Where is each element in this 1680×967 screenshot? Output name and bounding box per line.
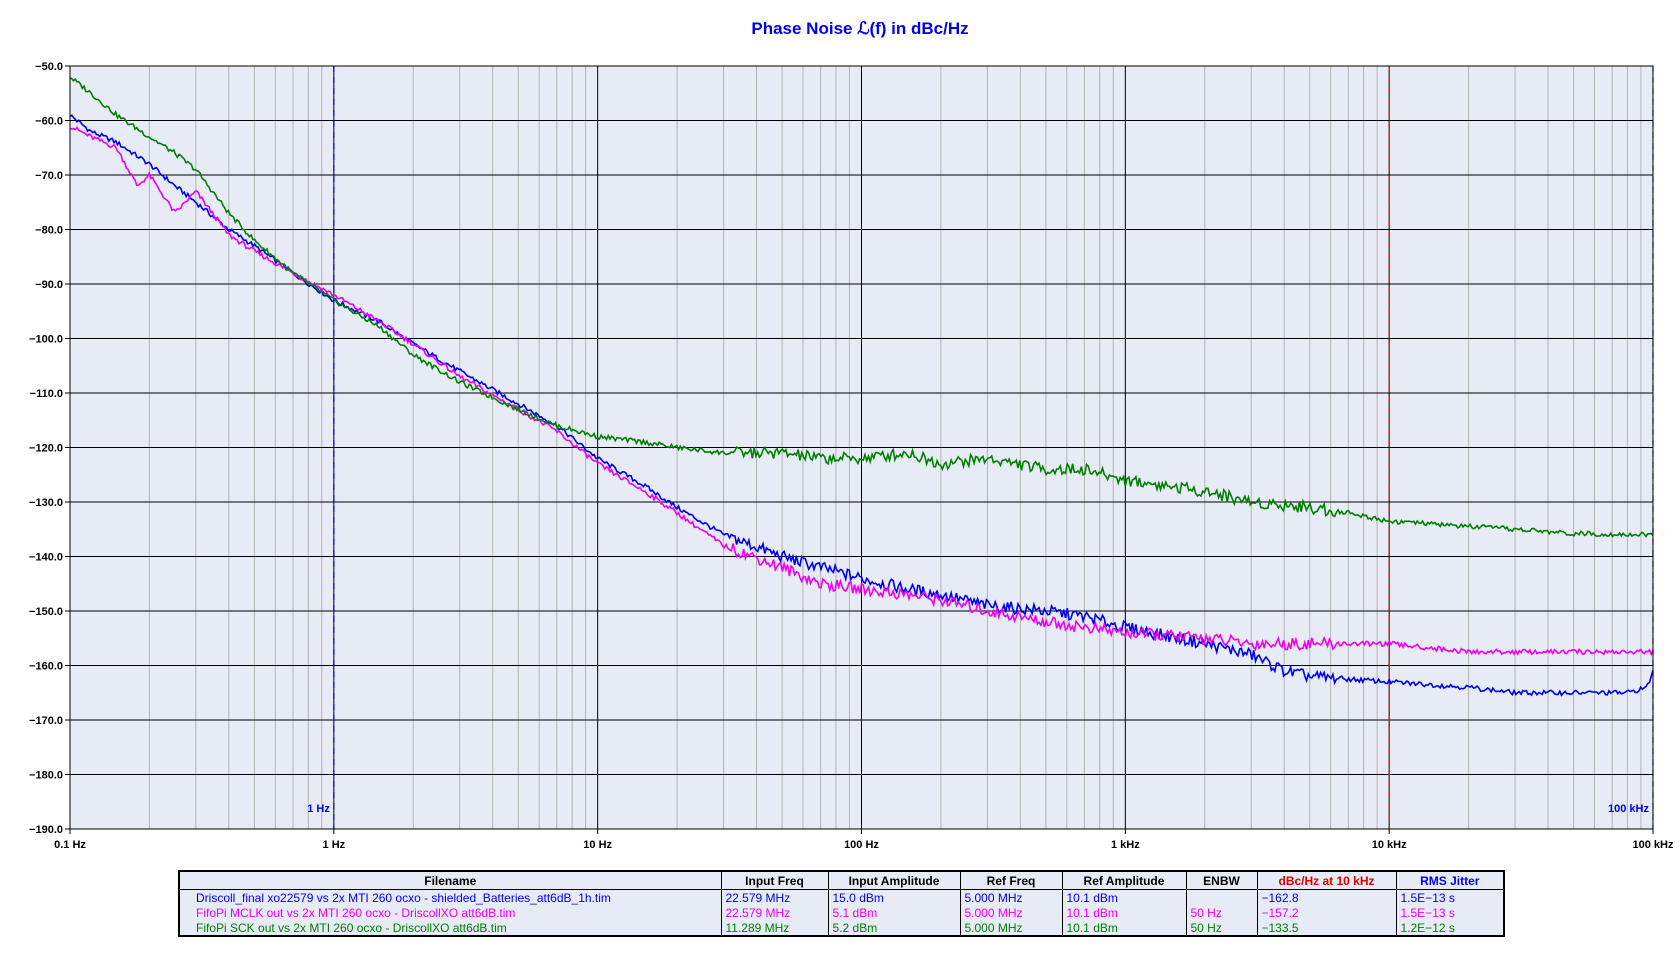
legend-cell: −157.2 — [1256, 905, 1397, 920]
y-tick-label: −50.0 — [35, 61, 63, 73]
y-tick-label: −130.0 — [29, 497, 63, 509]
legend-cell: 50 Hz — [1185, 920, 1258, 936]
marker-lines: 1 Hz 100 kHz — [307, 66, 1654, 829]
legend-cell: FifoPi MCLK out vs 2x MTI 260 ocxo - Dri… — [178, 905, 722, 920]
legend-table: Filename Input Freq Input Amplitude Ref … — [178, 870, 1505, 937]
legend-cell: Driscoll_final xo22579 vs 2x MTI 260 ocx… — [178, 889, 722, 905]
y-tick-label: −90.0 — [35, 279, 63, 291]
y-tick-label: −80.0 — [35, 225, 63, 237]
marker-label: 100 kHz — [1608, 803, 1649, 815]
legend-header-ref-amplitude: Ref Amplitude — [1061, 870, 1187, 890]
legend-cell: 5.1 dBm — [827, 905, 961, 920]
y-tick-label: −150.0 — [29, 606, 63, 618]
legend-header-input-freq: Input Freq — [720, 870, 829, 890]
y-tick-label: −110.0 — [30, 388, 63, 400]
legend-cell: 15.0 dBm — [827, 889, 961, 905]
legend-header-enbw: ENBW — [1185, 870, 1258, 890]
legend-cell — [1185, 889, 1258, 905]
legend-cell: 5.000 MHz — [959, 905, 1063, 920]
legend-cell: 10.1 dBm — [1061, 920, 1187, 936]
legend-cell: −133.5 — [1256, 920, 1397, 936]
y-tick-label: −160.0 — [29, 661, 63, 673]
legend-cell: −162.8 — [1256, 889, 1397, 905]
legend-cell: FifoPi SCK out vs 2x MTI 260 ocxo - Dris… — [178, 920, 722, 936]
y-axis-ticks: −50.0 −60.0 −70.0 −80.0 −90.0 −100.0 −110.0 −12… — [29, 61, 70, 836]
x-axis-ticks: 0.1 Hz 1 Hz 10 Hz 100 Hz 1 kHz 10 kHz 100 kHz — [54, 829, 1674, 851]
y-tick-label: −70.0 — [35, 170, 63, 182]
legend-cell: 22.579 MHz — [720, 889, 829, 905]
phase-noise-chart: Phase Noise ℒ(f) in dBc/Hz 1 Hz 100 kHz −… — [29, 19, 1674, 851]
y-tick-label: −100.0 — [29, 334, 63, 346]
legend-cell: 5.000 MHz — [959, 889, 1063, 905]
series-lines — [69, 77, 1654, 697]
x-tick-label: 100 Hz — [844, 839, 879, 851]
x-tick-label: 1 Hz — [323, 839, 346, 851]
series-line-3 — [69, 77, 1654, 538]
legend-row: FifoPi SCK out vs 2x MTI 260 ocxo - Dris… — [178, 920, 1505, 936]
legend-cell: 5.000 MHz — [959, 920, 1063, 936]
y-tick-label: −180.0 — [29, 770, 63, 782]
x-tick-label: 10 kHz — [1372, 839, 1407, 851]
legend-header-ref-freq: Ref Freq — [959, 870, 1063, 890]
legend-cell: 1.5E−13 s — [1395, 905, 1505, 920]
marker-label: 1 Hz — [307, 803, 330, 815]
legend-cell: 1.2E−12 s — [1395, 920, 1505, 936]
x-tick-label: 0.1 Hz — [54, 839, 86, 851]
legend-header-input-amplitude: Input Amplitude — [827, 870, 961, 890]
chart-title: Phase Noise ℒ(f) in dBc/Hz — [751, 19, 968, 38]
legend-cell: 22.579 MHz — [720, 905, 829, 920]
x-tick-label: 100 kHz — [1633, 839, 1674, 851]
y-tick-label: −170.0 — [29, 715, 63, 727]
y-tick-label: −60.0 — [35, 116, 63, 128]
legend-cell: 10.1 dBm — [1061, 905, 1187, 920]
legend-cell: 10.1 dBm — [1061, 889, 1187, 905]
x-tick-label: 1 kHz — [1111, 839, 1140, 851]
legend-cell: 5.2 dBm — [827, 920, 961, 936]
legend-cell: 11.289 MHz — [720, 920, 829, 936]
series-line-2 — [69, 126, 1654, 657]
y-tick-label: −140.0 — [29, 552, 63, 564]
legend-header-row: Filename Input Freq Input Amplitude Ref … — [178, 870, 1505, 890]
legend-cell: 1.5E−13 s — [1395, 889, 1505, 905]
y-tick-label: −190.0 — [29, 824, 63, 836]
legend-header-filename: Filename — [178, 870, 722, 890]
legend-cell: 50 Hz — [1185, 905, 1258, 920]
y-tick-label: −120.0 — [29, 443, 63, 455]
legend-row: FifoPi MCLK out vs 2x MTI 260 ocxo - Dri… — [178, 905, 1505, 920]
legend-row: Driscoll_final xo22579 vs 2x MTI 260 ocx… — [178, 889, 1505, 905]
legend-header-dbc-10khz: dBc/Hz at 10 kHz — [1256, 870, 1397, 890]
x-tick-label: 10 Hz — [583, 839, 612, 851]
series-line-1 — [69, 114, 1654, 697]
legend-header-rms-jitter: RMS Jitter — [1395, 870, 1505, 890]
